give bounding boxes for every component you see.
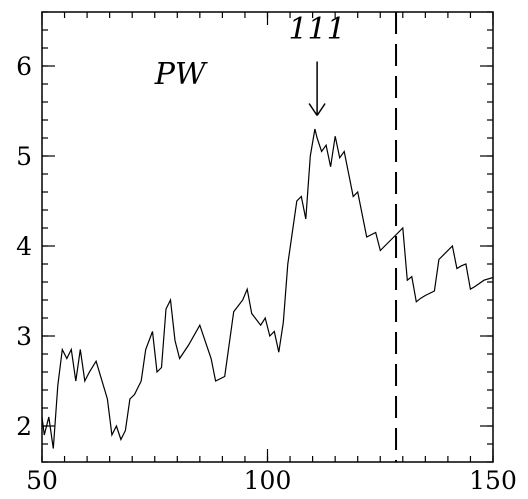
plot-frame — [41, 11, 494, 463]
peak-arrow-head — [316, 103, 326, 116]
y-tick-label: 6 — [16, 52, 32, 81]
peak-arrow-head — [308, 103, 318, 116]
x-tick-label: 100 — [244, 466, 292, 495]
minor-ticks — [41, 11, 494, 463]
series-line — [41, 128, 494, 449]
peak-label: 111 — [288, 12, 345, 47]
major-ticks — [41, 12, 494, 462]
y-tick-label: 5 — [16, 142, 32, 171]
peak-arrow — [308, 61, 326, 116]
series-label: PW — [154, 57, 208, 92]
y-tick-label: 3 — [16, 322, 32, 351]
y-tick-label: 4 — [16, 232, 32, 261]
tick-labels: 50 100 150 2 3 4 5 6 — [16, 52, 517, 495]
y-tick-label: 2 — [16, 412, 32, 441]
x-tick-label: 50 — [26, 466, 58, 495]
x-tick-label: 150 — [469, 466, 517, 495]
